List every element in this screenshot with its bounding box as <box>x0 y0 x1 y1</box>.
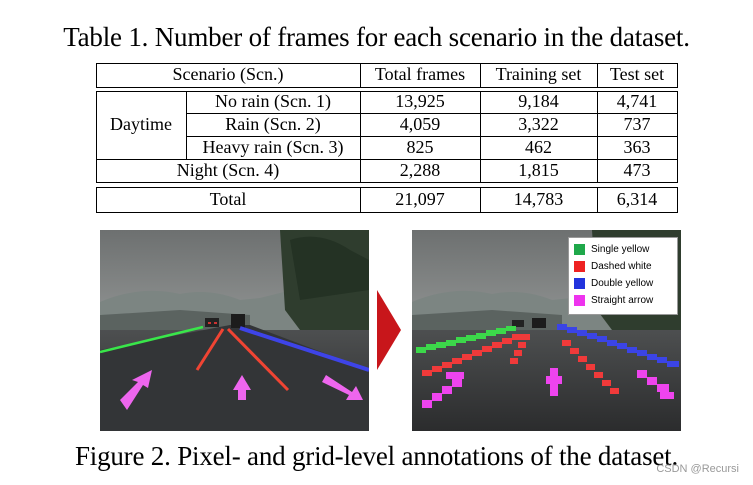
legend-swatch <box>574 260 585 272</box>
row-scenario: Rain (Scn. 2) <box>225 114 321 134</box>
row-train: 462 <box>525 137 552 157</box>
legend-swatch <box>574 243 585 255</box>
row-scenario: Night (Scn. 4) <box>176 160 280 180</box>
watermark: CSDN @Recursi <box>656 463 739 475</box>
header-training-set: Training set <box>495 64 582 84</box>
legend-item: Double yellow <box>574 276 653 290</box>
row-test: 363 <box>623 137 651 157</box>
figure-caption: Figure 2. Pixel- and grid-level annotati… <box>74 441 679 471</box>
total-test: 6,314 <box>616 189 658 209</box>
header-test-set: Test set <box>609 64 665 84</box>
row-train: 1,815 <box>518 160 559 180</box>
total-frames: 21,097 <box>395 189 445 209</box>
row-test: 4,741 <box>616 91 658 111</box>
row-total: 13,925 <box>395 91 445 111</box>
legend-label: Dashed white <box>591 260 652 272</box>
row-test: 737 <box>623 114 651 134</box>
frames-table: Scenario (Scn.) Total frames Training se… <box>0 0 753 240</box>
legend-swatch <box>574 294 585 306</box>
legend-label: Double yellow <box>591 277 654 289</box>
row-scenario: Heavy rain (Scn. 3) <box>202 137 344 157</box>
total-label: Total <box>209 189 247 209</box>
transition-arrow-icon <box>377 290 401 370</box>
legend-item: Dashed white <box>574 259 652 273</box>
legend-label: Single yellow <box>591 243 650 255</box>
row-train: 9,184 <box>518 91 559 111</box>
pixel-annotation-image <box>100 230 369 431</box>
row-test: 473 <box>623 160 651 180</box>
row-total: 825 <box>406 137 434 157</box>
row-total: 4,059 <box>399 114 441 134</box>
row-total: 2,288 <box>399 160 441 180</box>
header-total-frames: Total frames <box>374 64 466 84</box>
total-train: 14,783 <box>513 189 564 209</box>
row-train: 3,322 <box>518 114 559 134</box>
header-scenario: Scenario (Scn.) <box>172 64 284 84</box>
table-caption: Table 1. Number of frames for each scena… <box>63 22 690 52</box>
row-scenario: No rain (Scn. 1) <box>215 91 331 111</box>
legend-label: Straight arrow <box>591 294 654 306</box>
annotation-legend: Single yellow Dashed white Double yellow… <box>568 237 678 315</box>
legend-item: Single yellow <box>574 242 649 256</box>
legend-swatch <box>574 277 585 289</box>
daytime-label: Daytime <box>110 114 172 134</box>
legend-item: Straight arrow <box>574 293 653 307</box>
